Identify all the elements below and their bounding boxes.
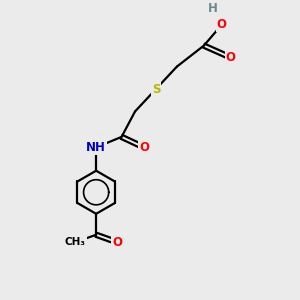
Text: CH₃: CH₃: [65, 237, 86, 247]
Text: O: O: [217, 18, 227, 31]
Text: O: O: [139, 141, 149, 154]
Text: NH: NH: [86, 141, 106, 154]
Text: O: O: [112, 236, 122, 249]
Text: H: H: [208, 2, 218, 15]
Text: O: O: [226, 51, 236, 64]
Text: S: S: [152, 82, 160, 95]
